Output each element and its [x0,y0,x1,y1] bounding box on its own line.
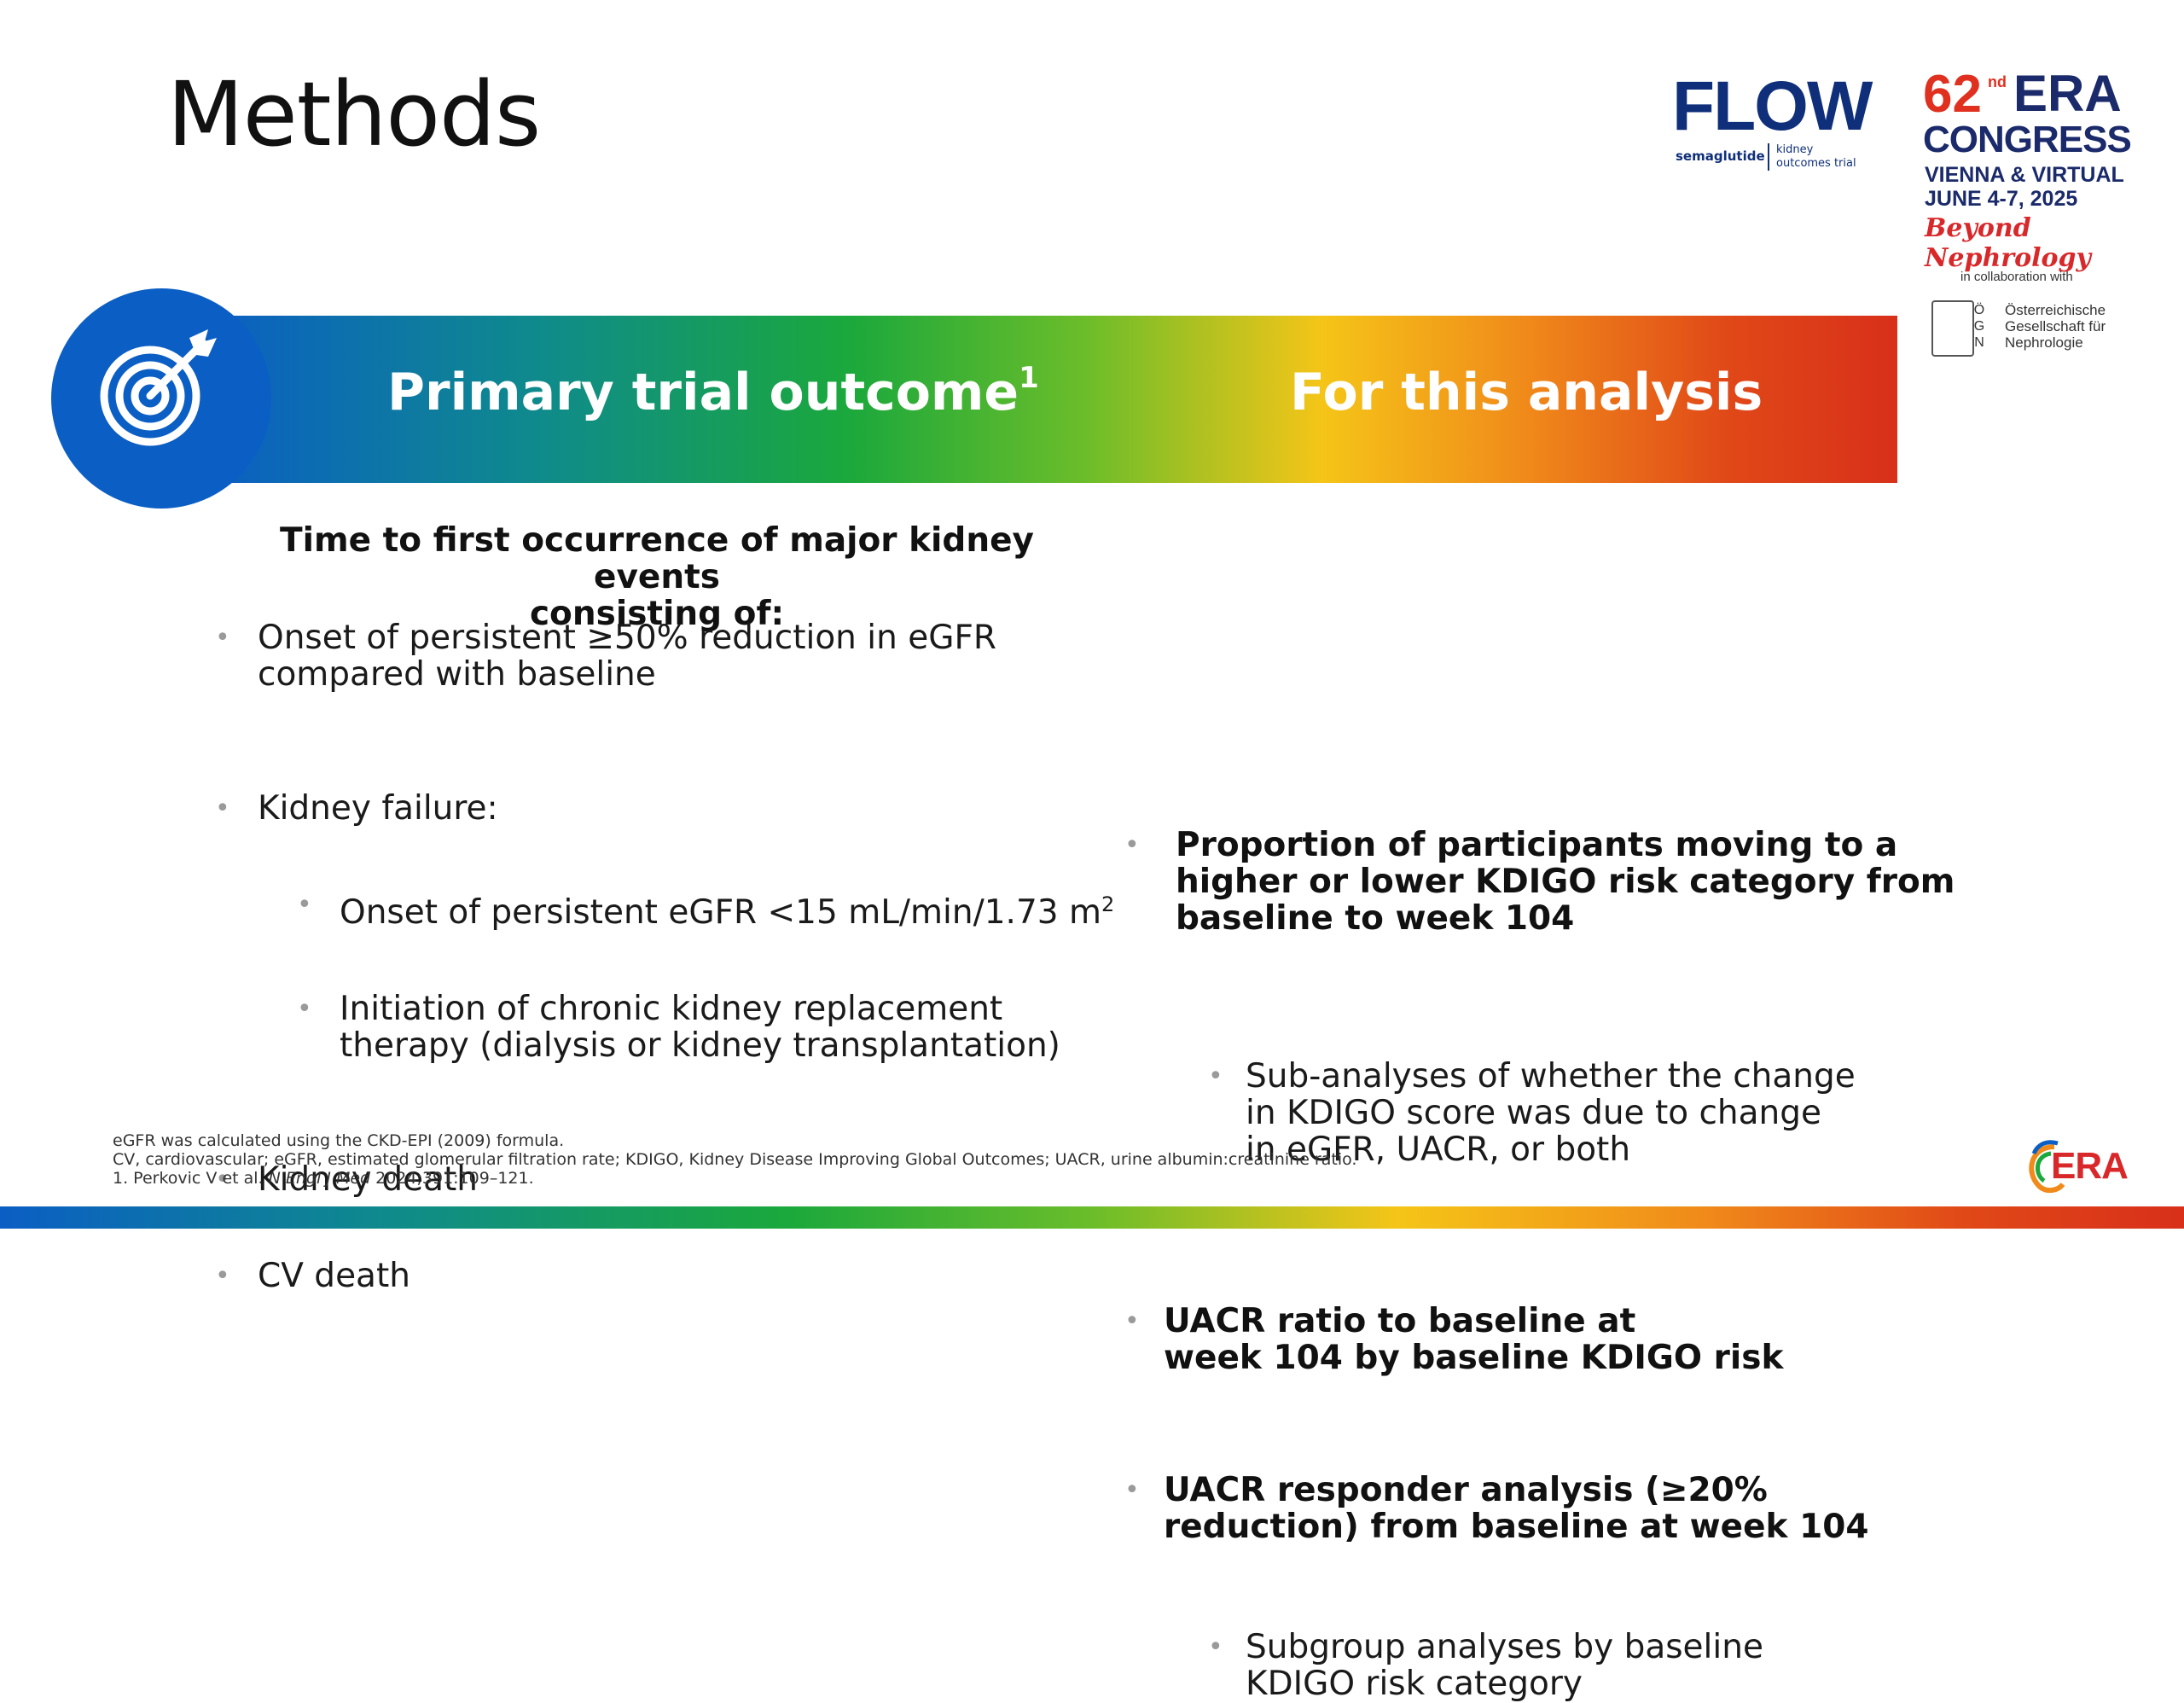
oegn-name: Österreichische Gesellschaft für Nephrol… [2005,302,2106,351]
kdigo-subanalyses-line-3: in eGFR, UACR, or both [1246,1130,1631,1169]
sub-bullet-subgroup: • Subgroup analyses by baseline KDIGO ri… [1208,1628,2184,1703]
banner-circle [51,288,271,509]
primary-outcome-footnote-ref: 1 [1019,361,1039,395]
era-swirl-icon [2029,1140,2065,1193]
footnote-abbreviations: CV, cardiovascular; eGFR, estimated glom… [113,1150,1357,1169]
kdigo-subanalyses-line-2: in KDIGO score was due to change [1246,1094,1822,1132]
flow-logo-kidney: kidney [1776,143,1814,156]
era-congress-city: VIENNA & VIRTUAL [1925,163,2124,187]
subgroup-line-2: KDIGO risk category [1246,1665,1583,1703]
era-congress-collab: in collaboration with [1960,270,2073,284]
bullet-kidney-death: • Kidney death [215,1160,2184,1199]
era-congress-location: VIENNA & VIRTUAL JUNE 4-7, 2025 [1925,163,2124,211]
bullet-dot: • [1208,1632,1223,1662]
analysis-heading: For this analysis [1290,363,1763,422]
bullet-kdigo-proportion: • Proportion of participants moving to a… [1124,826,2184,938]
flow-logo-semaglutide: semaglutide [1676,148,1765,164]
era-congress-ordinal: nd [1988,73,2007,90]
bullet-dot: • [1124,1306,1140,1336]
oegn-name-line1: Österreichische [2005,302,2106,318]
oegn-letters: Ö G N [1971,302,1988,351]
bullet-cv-death-text: CV death [258,1257,410,1295]
bullet-dot: • [215,623,230,653]
reference-authors: 1. Perkovic V et al. [113,1169,269,1188]
era-congress-tagline: Beyond Nephrology [1925,213,2091,273]
oegn-name-line3: Nephrologie [2005,334,2083,351]
bullet-dot: • [297,890,312,920]
bullet-cv-death: • CV death [215,1257,2184,1295]
bullet-egfr-line-1: Onset of persistent ≥50% reduction in eG… [258,619,996,657]
sub-bullet-egfr-15: • Onset of persistent eGFR <15 mL/min/1.… [297,886,2184,932]
sub-bullet-replacement-line-1: Initiation of chronic kidney replacement [340,990,1003,1028]
oegn-letter-o: Ö [1973,303,1985,317]
bullet-dot: • [215,793,230,823]
subgroup-line-1: Subgroup analyses by baseline [1246,1628,1763,1666]
flow-logo: FLOW semaglutide kidney outcomes trial [1672,72,1885,183]
footnote-reference: 1. Perkovic V et al. N Engl J Med 2024;3… [113,1169,1356,1188]
uacr-responder-line-2: reduction) from baseline at week 104 [1164,1508,1869,1546]
page-title: Methods [167,62,541,166]
bullet-dot: • [297,994,312,1024]
oegn-letter-g: G [1973,319,1985,334]
bullet-uacr-ratio: • UACR ratio to baseline at week 104 by … [1124,1302,2184,1377]
sub-bullet-egfr-15-sup: 2 [1101,892,1115,916]
kdigo-subanalyses-line-1: Sub-analyses of whether the change [1246,1057,1856,1096]
bullet-dot: • [1124,1475,1140,1505]
era-bottom-text: ERA [2051,1145,2129,1187]
flow-logo-subtitle: kidney outcomes trial [1768,143,1856,171]
era-bottom-logo: ERA [2020,1138,2148,1198]
era-congress-logo: 62 nd ERA CONGRESS VIENNA & VIRTUAL JUNE… [1920,68,2141,367]
bottom-gradient-strip [0,1206,2184,1229]
sub-bullet-egfr-15-text: Onset of persistent eGFR <15 mL/min/1.73… [340,893,1101,932]
uacr-responder-line-1: UACR responder analysis (≥20% [1164,1471,1768,1509]
reference-journal: N Engl J Med [268,1169,371,1188]
oegn-emblem-icon [1931,300,1974,357]
bullet-dot: • [215,1165,230,1194]
primary-outcome-heading: Primary trial outcome1 [387,363,1039,418]
sub-bullet-replacement-line-2: therapy (dialysis or kidney transplantat… [340,1026,1060,1065]
kdigo-proportion-line-2: higher or lower KDIGO risk category from [1176,863,1955,901]
gradient-banner [205,316,1897,483]
sub-bullet-kdigo-subanalyses: • Sub-analyses of whether the change in … [1208,1057,2184,1169]
bullet-dot: • [1208,1061,1223,1091]
primary-outcome-heading-text: Primary trial outcome [387,363,1019,422]
era-congress-word: CONGRESS [1923,119,2132,160]
bullet-dot: • [1124,830,1140,860]
bullet-kidney-failure-text: Kidney failure: [258,789,498,828]
footnote-egfr: eGFR was calculated using the CKD-EPI (2… [113,1131,565,1150]
primary-outcome-lead: Time to first occurrence of major kidney… [213,522,1101,632]
era-congress-era: ERA [2013,65,2122,122]
sub-bullet-kidney-replacement: • Initiation of chronic kidney replaceme… [297,990,2184,1065]
bullet-kidney-failure: • Kidney failure: [215,789,2184,828]
bullet-egfr-reduction: • Onset of persistent ≥50% reduction in … [215,619,2184,694]
bullet-dot: • [215,1261,230,1291]
kdigo-proportion-line-1: Proportion of participants moving to a [1176,826,1898,864]
reference-citation: 2024;391:109–121. [370,1169,534,1188]
era-congress-number: 62 [1923,65,1982,124]
bullet-egfr-line-2: compared with baseline [258,655,656,694]
footnotes: eGFR was calculated using the CKD-EPI (2… [113,1131,1356,1188]
kdigo-proportion-line-3: baseline to week 104 [1176,899,1575,938]
bullet-kidney-death-text: Kidney death [258,1160,479,1199]
target-icon [100,329,217,446]
oegn-letter-n: N [1974,335,1984,350]
uacr-ratio-line-2: week 104 by baseline KDIGO risk [1164,1339,1784,1377]
uacr-ratio-line-1: UACR ratio to baseline at [1164,1302,1636,1340]
flow-logo-outcomes: outcomes trial [1776,157,1856,170]
lead-line-1: Time to first occurrence of major kidney… [280,521,1034,596]
bullet-uacr-responder: • UACR responder analysis (≥20% reductio… [1124,1471,2184,1546]
primary-outcome-list: Time to first occurrence of major kidney… [205,522,1092,632]
flow-logo-word: FLOW [1672,67,1873,145]
lead-line-2: consisting of: [529,595,785,633]
era-congress-dates: JUNE 4-7, 2025 [1925,186,2078,211]
oegn-name-line2: Gesellschaft für [2005,318,2106,334]
